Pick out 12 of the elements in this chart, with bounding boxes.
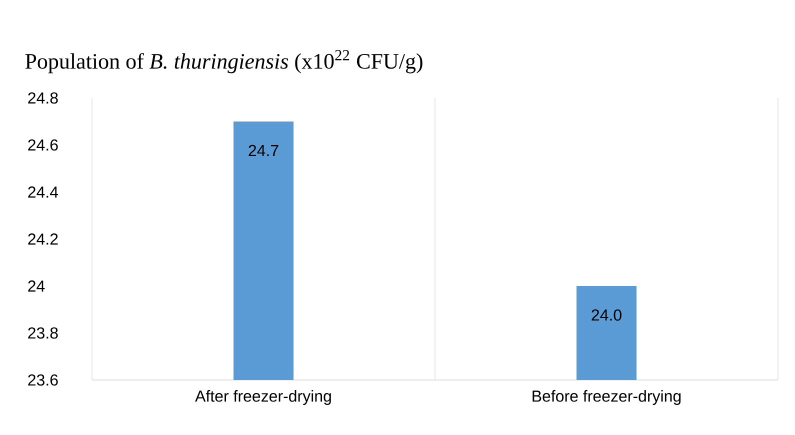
x-tick-label: After freezer-drying [195, 390, 331, 405]
y-tick-label: 24.8 [28, 92, 58, 104]
y-tick-label: 24.4 [28, 186, 58, 198]
y-tick-label: 24 [28, 280, 45, 292]
chart-title: Population of B. thuringiensis (x10$^{22}$ CFU/g) [25, 50, 422, 74]
y-tick-label: 23.6 [28, 374, 58, 386]
y-tick-label: 24.2 [28, 233, 58, 245]
data-label: 24.0 [592, 309, 622, 321]
y-tick-label: 24.6 [28, 139, 58, 151]
data-label: 24.7 [248, 144, 278, 156]
y-tick-label: 23.8 [28, 327, 58, 339]
x-tick-label: Before freezer-drying [532, 390, 681, 405]
